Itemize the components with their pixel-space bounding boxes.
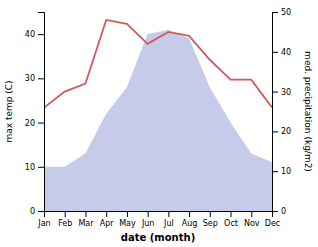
x-tick: Nov — [244, 211, 260, 228]
y2-axis: 0 10 20 30 40 50 — [272, 8, 291, 216]
x-tick-label: Nov — [244, 219, 260, 228]
y-axis-title: max temp (C) — [4, 80, 14, 142]
y2-tick: 20 — [272, 127, 291, 136]
y-tick-mark — [38, 211, 44, 212]
x-tick: Sep — [203, 211, 218, 228]
axis-line — [45, 212, 273, 218]
x-tick-mark — [210, 211, 211, 217]
y2-tick-mark — [272, 171, 278, 172]
x-axis-title: date (month) — [121, 232, 195, 243]
x-tick-label: Jan — [37, 219, 50, 228]
y-tick-mark — [38, 167, 44, 168]
x-tick: Dec — [265, 211, 280, 228]
y-tick-label: 30 — [25, 74, 35, 83]
x-tick: Oct — [224, 211, 238, 228]
y-tick-label: 0 — [30, 207, 35, 216]
x-tick-mark — [85, 211, 86, 217]
y2-tick: 50 — [272, 8, 291, 17]
x-tick: Jul — [163, 211, 174, 228]
x-tick-label: Jul — [163, 219, 174, 228]
area — [44, 30, 272, 211]
x-tick-label: Sep — [203, 219, 218, 228]
x-tick-label: Apr — [100, 219, 115, 228]
x-tick: Jan — [37, 211, 50, 228]
y2-tick-label: 30 — [281, 88, 291, 97]
x-tick-mark — [189, 211, 190, 217]
x-tick-mark — [65, 211, 66, 217]
y-tick-label: 40 — [25, 30, 35, 39]
y2-tick: 40 — [272, 48, 291, 57]
y2-tick-label: 40 — [281, 48, 291, 57]
x-tick: Jun — [141, 211, 155, 228]
y2-tick: 10 — [272, 167, 291, 176]
y-tick-mark — [38, 34, 44, 35]
x-tick-label: Aug — [182, 219, 198, 228]
y2-tick-label: 10 — [281, 167, 291, 176]
marks — [44, 20, 272, 211]
y2-tick-mark — [272, 131, 278, 132]
axis-line — [38, 13, 45, 212]
chart: JanFebMarAprMayJunJulAugSepOctNovDec0102… — [0, 0, 318, 247]
y-tick-label: 20 — [25, 119, 35, 128]
x-tick: May — [119, 211, 136, 228]
y2-tick-label: 20 — [281, 127, 291, 136]
y2-tick-mark — [272, 12, 278, 13]
axis-line — [273, 13, 279, 212]
line — [44, 20, 272, 108]
x-tick-mark — [148, 211, 149, 217]
x-tick-mark — [168, 211, 169, 217]
y-tick: 30 — [25, 74, 44, 83]
x-tick: Feb — [58, 211, 72, 228]
x-tick-mark — [231, 211, 232, 217]
x-tick-label: Dec — [265, 219, 280, 228]
x-tick-mark — [127, 211, 128, 217]
y2-tick: 0 — [272, 207, 286, 216]
x-axis: Jan Feb Mar Apr May Jun Jul Aug Sep Oct Nov Dec — [37, 211, 280, 228]
x-tick-mark — [106, 211, 107, 217]
y2-tick-label: 0 — [281, 207, 286, 216]
x-tick-label: Jun — [141, 219, 155, 228]
x-tick-mark — [251, 211, 252, 217]
x-tick: Mar — [78, 211, 94, 228]
x-tick: Aug — [182, 211, 198, 228]
y-tick: 40 — [25, 30, 44, 39]
y-tick: 0 — [30, 207, 44, 216]
y2-tick-mark — [272, 52, 278, 53]
x-tick-label: Mar — [78, 219, 94, 228]
y-tick-mark — [38, 123, 44, 124]
y-tick-label: 10 — [25, 163, 35, 172]
y-tick-mark — [38, 78, 44, 79]
y2-tick-mark — [272, 92, 278, 93]
y-tick: 10 — [25, 163, 44, 172]
x-tick-label: May — [119, 219, 136, 228]
x-tick: Apr — [100, 211, 115, 228]
y-tick: 20 — [25, 119, 44, 128]
x-tick-label: Feb — [58, 219, 72, 228]
y2-tick-mark — [272, 211, 278, 212]
plot-area: JanFebMarAprMayJunJulAugSepOctNovDec0102… — [4, 8, 313, 243]
y-axis: 0 10 20 30 40 — [25, 13, 45, 217]
y2-tick-label: 50 — [281, 8, 291, 17]
x-tick-label: Oct — [224, 219, 238, 228]
y2-axis-title: med. precipitation (kg/m2) — [303, 51, 313, 172]
y2-tick: 30 — [272, 88, 291, 97]
